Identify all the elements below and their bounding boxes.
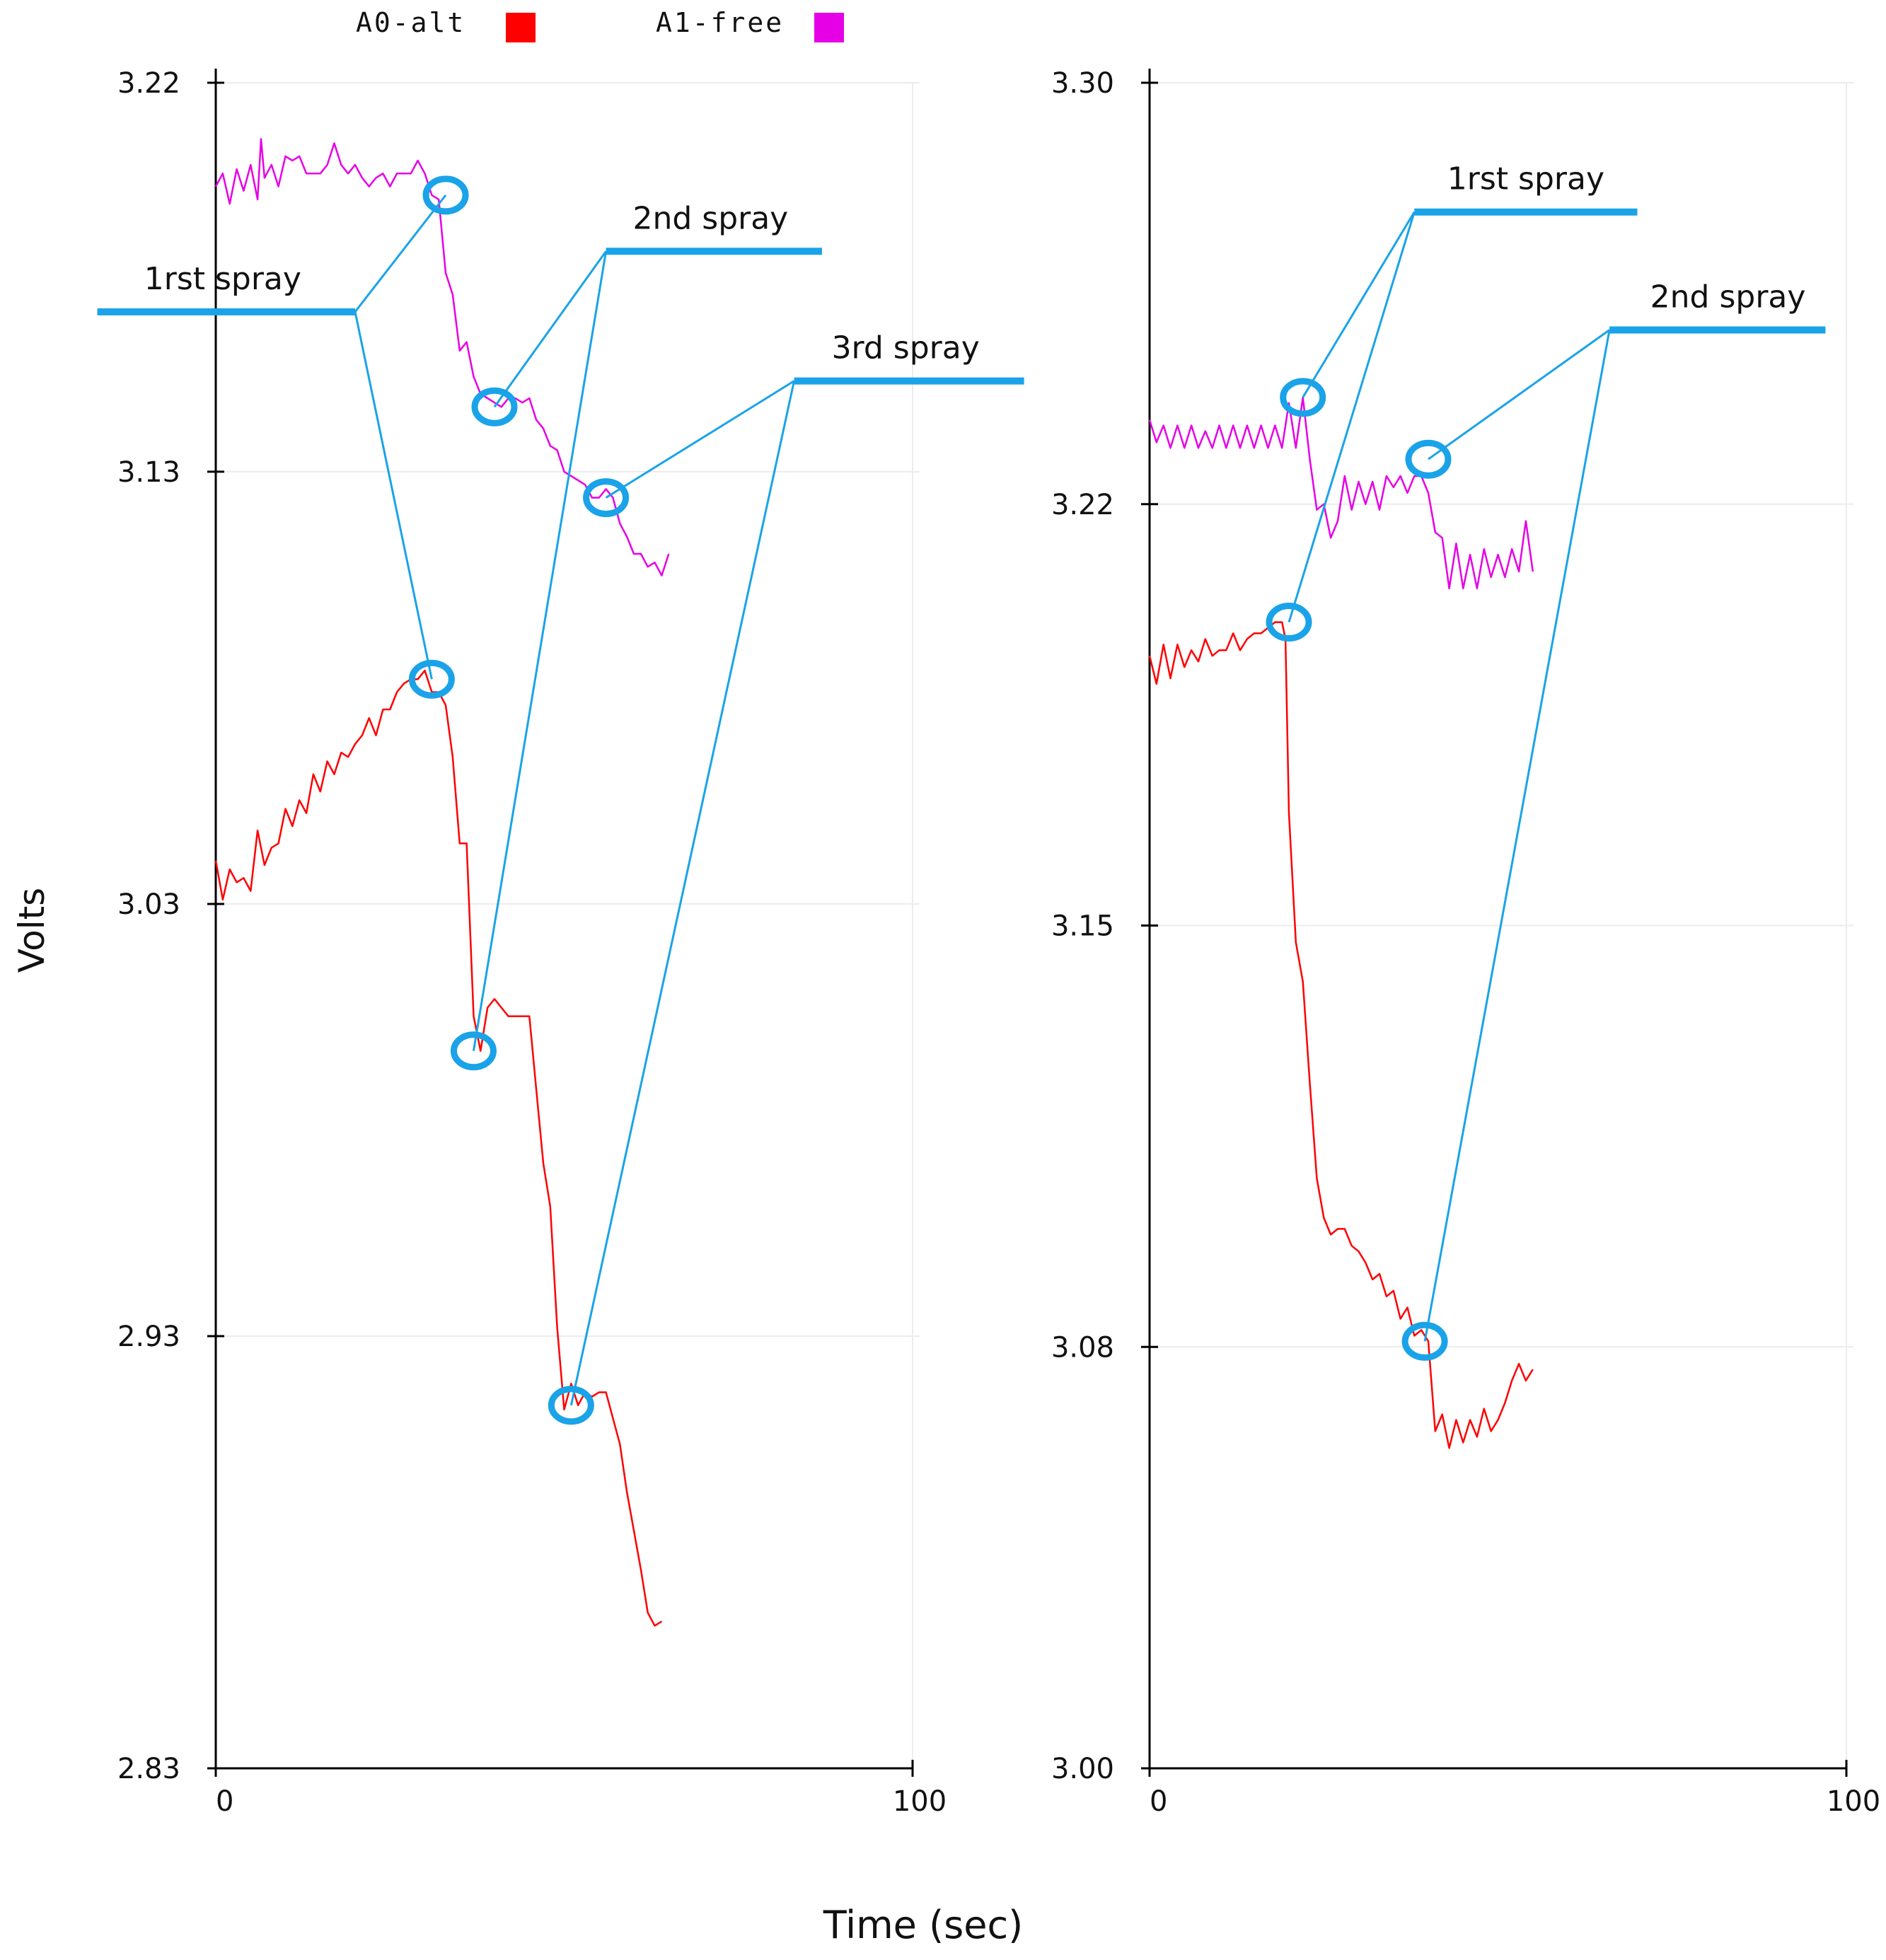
annotation-leader-line [569,381,796,1406]
highlight-marker [1266,603,1312,642]
y-tick-label: 3.13 [117,456,180,489]
x-tick-label: 0 [1150,1785,1167,1818]
legend-label-a1-free: A1-free [656,7,784,38]
y-tick-label: 3.00 [1051,1753,1114,1785]
highlight-marker [1280,378,1326,417]
highlight-marker [583,478,630,518]
legend-swatch-a0-alt [506,13,536,42]
series-line-a0-alt [214,669,663,1627]
x-axis-label: Time (sec) [823,1903,1024,1947]
annotation-leader-line [1302,211,1416,398]
y-tick-label: 3.30 [1051,67,1114,100]
annotation-leader-line [493,250,607,408]
x-tick-label: 100 [893,1785,947,1818]
highlight-marker [408,659,455,699]
highlight-marker [548,1386,594,1425]
y-tick-label: 2.93 [117,1321,180,1353]
annotation-leader-line [605,380,795,499]
annotation-label: 1rst spray [1447,161,1604,197]
series-line-a0-alt [1148,621,1534,1449]
series-line-a1-free [1148,396,1534,590]
annotation-label: 3rd spray [832,330,980,366]
annotation-leader-line [1288,211,1416,622]
y-tick-label: 3.03 [117,888,180,921]
series-line-a1-free [214,138,670,576]
y-axis-label: Volts [11,888,52,973]
highlight-marker [1405,439,1452,479]
y-tick-label: 3.08 [1051,1331,1114,1364]
legend: A0-alt A1-free [356,7,844,42]
annotation-leader-line [1423,330,1611,1342]
annotation-label: 2nd spray [1650,279,1806,315]
highlight-marker [1401,1321,1448,1361]
right-chart-panel: 3.00 3.08 3.15 3.22 3.30 0 100 1rst spray 2nd sp… [1051,67,1880,1818]
highlight-marker [450,1031,497,1071]
annotation-leader-line [472,251,608,1051]
y-tick-label: 2.83 [117,1753,180,1785]
left-chart-panel: 2.83 2.93 3.03 3.13 3.22 0 100 1rst spray 2nd sp… [97,67,1024,1818]
y-tick-label: 3.22 [1051,489,1114,521]
annotation-label: 2nd spray [632,200,788,236]
y-tick-label: 3.15 [1051,910,1114,943]
annotation-leader-line [354,194,447,313]
annotation-label: 1rst spray [144,261,301,297]
annotation-leader-line [1428,329,1610,460]
legend-swatch-a1-free [814,13,844,42]
y-tick-label: 3.22 [117,67,180,100]
x-tick-label: 100 [1827,1785,1880,1818]
highlight-marker [471,387,518,427]
annotation-leader-line [354,311,433,680]
x-tick-label: 0 [216,1785,233,1818]
highlight-marker [422,175,469,215]
legend-label-a0-alt: A0-alt [356,7,465,38]
